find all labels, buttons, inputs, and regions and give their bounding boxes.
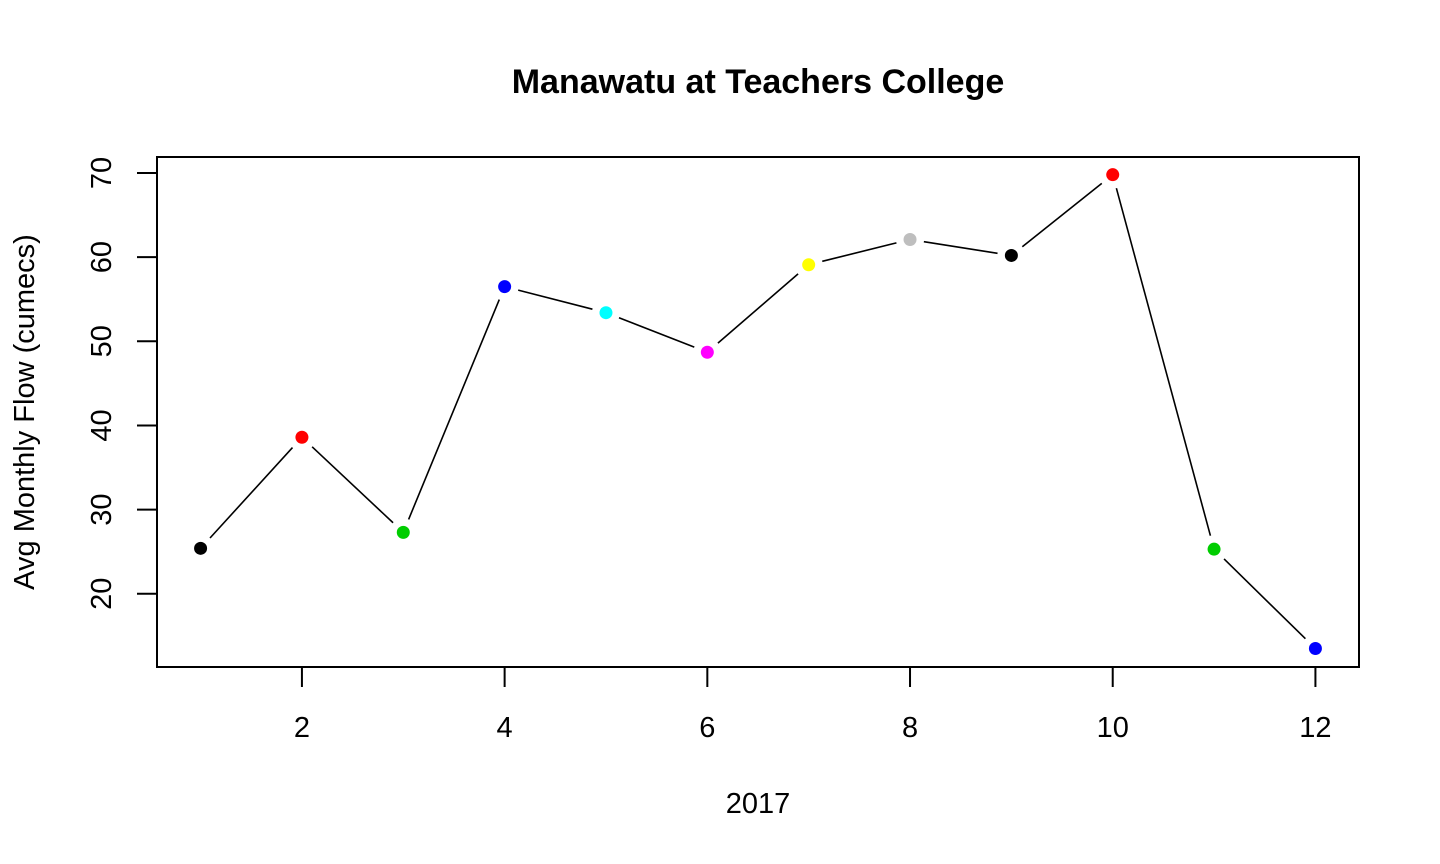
data-point <box>802 258 816 272</box>
data-point <box>700 345 714 359</box>
series-line <box>209 182 1306 640</box>
line-segment <box>1021 182 1103 248</box>
line-segment <box>1223 558 1306 640</box>
x-tick-label: 6 <box>699 712 715 744</box>
series-points <box>194 168 1322 655</box>
x-tick-label: 10 <box>1097 712 1129 744</box>
y-tick-label: 70 <box>86 157 118 189</box>
x-tick-label: 2 <box>294 712 310 744</box>
data-point <box>599 306 613 320</box>
data-point <box>1106 168 1120 182</box>
data-point <box>1004 248 1018 262</box>
line-segment <box>407 299 501 520</box>
data-point <box>295 430 309 444</box>
y-tick-label: 20 <box>86 578 118 610</box>
x-axis-label: 2017 <box>726 788 791 820</box>
y-tick-label: 40 <box>86 409 118 441</box>
y-tick-label: 30 <box>86 493 118 525</box>
line-segment <box>517 289 593 310</box>
line-segment <box>618 317 695 348</box>
chart-title: Manawatu at Teachers College <box>512 63 1005 101</box>
data-point <box>1308 641 1322 655</box>
y-axis: 20 30 40 50 60 70 <box>86 157 158 610</box>
data-point <box>498 280 512 294</box>
x-tick-label: 4 <box>497 712 513 744</box>
plot-frame <box>156 156 1360 668</box>
data-point <box>194 541 208 555</box>
y-axis-label: Avg Monthly Flow (cumecs) <box>9 234 41 590</box>
line-segment <box>923 240 998 255</box>
data-point <box>1207 542 1221 556</box>
line-segment <box>311 446 394 524</box>
line-segment <box>209 447 294 539</box>
data-point <box>903 232 917 246</box>
line-segment <box>717 273 799 344</box>
y-tick-label: 50 <box>86 325 118 357</box>
x-tick-label: 12 <box>1299 712 1331 744</box>
data-point <box>396 525 410 539</box>
x-axis: 2 4 6 8 10 12 <box>294 666 1332 744</box>
x-tick-label: 8 <box>902 712 918 744</box>
y-tick-label: 60 <box>86 241 118 273</box>
line-segment <box>1115 187 1212 536</box>
line-segment <box>822 242 897 263</box>
